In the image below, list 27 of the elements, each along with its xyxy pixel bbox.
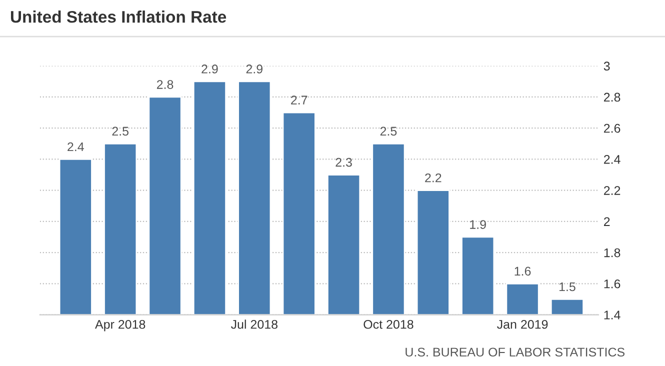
data-label: 2.9: [202, 64, 218, 74]
data-label: 2.5: [380, 126, 397, 136]
data-label: 2.9: [246, 64, 262, 74]
y-tick-label: 2.4: [604, 155, 620, 164]
x-tick-label: Jul 2018: [230, 320, 278, 329]
y-tick-label: 1.8: [604, 248, 620, 258]
data-label: 1.5: [559, 282, 576, 292]
data-label: 2.7: [291, 96, 308, 104]
y-tick-label: 1.4: [604, 310, 620, 320]
y-tick-label: 2.6: [604, 124, 620, 133]
chart-title: United States Inflation Rate: [10, 10, 226, 23]
data-label: 2.8: [156, 80, 174, 89]
y-tick-label: 2: [604, 217, 610, 226]
x-tick-label: Apr 2018: [95, 320, 146, 332]
data-label: 2.2: [425, 173, 442, 182]
data-label: 2.3: [336, 158, 352, 167]
data-label: 2.4: [68, 142, 84, 152]
x-tick-label: Jan 2019: [497, 320, 548, 329]
y-tick-label: 2.8: [604, 92, 620, 102]
y-tick-label: 2.2: [604, 186, 620, 195]
y-tick-label: 1.6: [604, 279, 620, 288]
text: U.S. BUREAU OF LABOR STATISTICS: [406, 348, 625, 357]
x-tick-label: Oct 2018: [364, 320, 414, 329]
data-label: 2.5: [112, 126, 129, 136]
data-label: 1.9: [470, 220, 486, 229]
data-label: 1.6: [514, 266, 531, 276]
y-tick-label: 3: [604, 62, 610, 71]
